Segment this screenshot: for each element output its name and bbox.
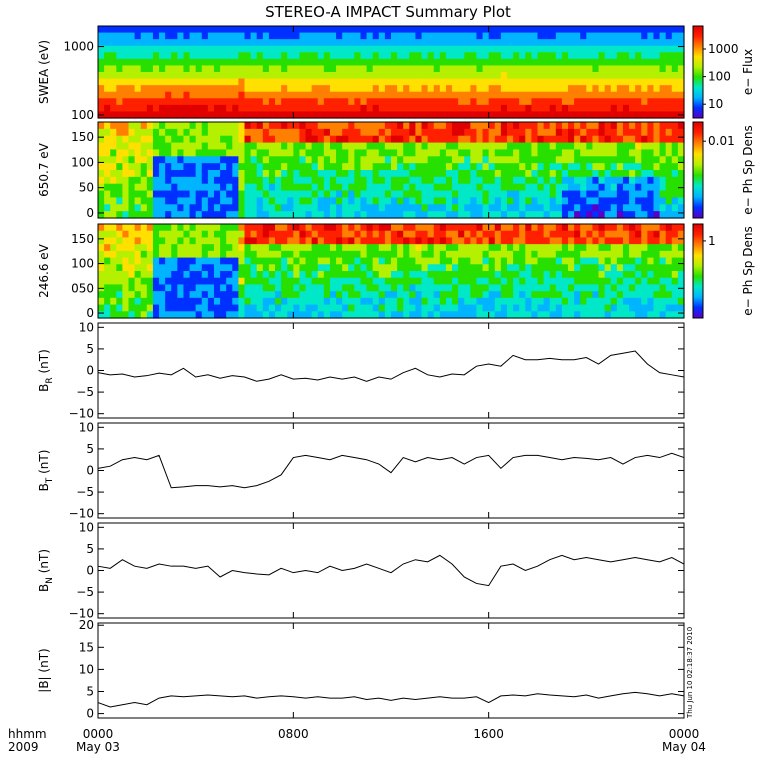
panel-2: 0.01 e− Ph Sp Dens 150 100 50 0 650.7 eV	[37, 121, 755, 220]
panel-3: 1 e− Ph Sp Dens 150 100 050 0 246.6 eV	[37, 223, 755, 320]
y-tick-label: 100	[71, 155, 94, 169]
panel-frame-7	[97, 622, 685, 719]
colorbar-2	[692, 121, 704, 219]
y-tick-label: −10	[69, 607, 94, 621]
y-axis-label-7: |B| (nT)	[37, 648, 51, 692]
y-tick-label: −10	[69, 507, 94, 521]
panel-frame-1	[97, 25, 685, 119]
panel-7: 20 15 10 5 0 |B| (nT)	[37, 618, 685, 721]
y-tick-label: 10	[79, 662, 94, 676]
y-tick-label: 100	[71, 108, 94, 122]
time-tick-label-1: 0800	[278, 727, 309, 741]
panel-6: 10 5 0 −5 −10 BN (nT)	[37, 520, 685, 621]
colorbar-label-1: e− Flux	[741, 49, 755, 95]
y-tick-label: 0	[86, 364, 94, 378]
y-axis-label-4: BR (nT)	[37, 349, 55, 392]
colorbar-tick-label: 1000	[708, 42, 739, 56]
y-tick-label: 10	[79, 520, 94, 534]
colorbar-tick-label: 1	[708, 234, 716, 248]
panel-frame-3	[97, 223, 685, 319]
panel-frame-6	[97, 522, 685, 619]
end-date-label: May 04	[662, 740, 706, 754]
y-tick-label: 5	[86, 442, 94, 456]
y-tick-label: 0	[86, 564, 94, 578]
time-tick-label-3: 0000	[669, 727, 700, 741]
y-tick-label: 5	[86, 542, 94, 556]
y-tick-label: 5	[86, 684, 94, 698]
y-axis-label-5: BT (nT)	[37, 450, 55, 492]
colorbar-3	[692, 223, 704, 319]
series-line-5	[97, 452, 685, 489]
panel-frame-5	[97, 422, 685, 519]
colorbar-1	[692, 25, 704, 119]
y-tick-label: 050	[71, 281, 94, 295]
y-tick-label: 1000	[63, 40, 94, 54]
y-tick-label: 0	[86, 306, 94, 320]
y-tick-label: −5	[76, 585, 94, 599]
y-tick-label: −5	[76, 485, 94, 499]
y-tick-label: 50	[79, 181, 94, 195]
panel-4: 10 5 0 −5 −10 BR (nT)	[37, 320, 685, 421]
colorbar-tick-label: 0.01	[708, 134, 735, 148]
y-tick-label: −10	[69, 407, 94, 421]
y-tick-label: 10	[79, 320, 94, 334]
series-line-6	[97, 554, 685, 587]
time-tick-label-0: 0000	[83, 727, 114, 741]
y-tick-label: 100	[71, 257, 94, 271]
y-tick-label: 0	[86, 206, 94, 220]
time-axis: hhmm 2009 0000 0800 1600 0000 May 03 May…	[8, 727, 706, 754]
y-tick-label: −5	[76, 385, 94, 399]
colorbar-label-3: e− Ph Sp Dens	[741, 226, 755, 315]
colorbar-tick-label: 10	[708, 97, 723, 111]
start-date-label: May 03	[76, 740, 120, 754]
y-tick-label: 0	[86, 464, 94, 478]
heatmap-2	[98, 122, 685, 219]
series-line-7	[97, 691, 685, 708]
plot-title: STEREO-A IMPACT Summary Plot	[265, 3, 511, 21]
y-tick-label: 150	[71, 130, 94, 144]
y-tick-label: 150	[71, 232, 94, 246]
y-axis-label-6: BN (nT)	[37, 549, 55, 592]
y-tick-label: 10	[79, 420, 94, 434]
y-tick-label: 5	[86, 342, 94, 356]
panel-frame-2	[97, 121, 685, 219]
year-label: 2009	[8, 740, 39, 754]
heatmap-1	[98, 26, 685, 119]
heatmap-3	[98, 224, 685, 319]
y-tick-label: 15	[79, 640, 94, 654]
time-tick-label-2: 1600	[473, 727, 504, 741]
y-tick-label: 20	[79, 618, 94, 632]
time-axis-unit-label: hhmm	[8, 727, 47, 741]
y-axis-label-1: SWEA (eV)	[37, 40, 51, 104]
panel-5: 10 5 0 −5 −10 BT (nT)	[37, 420, 685, 521]
series-line-4	[97, 350, 685, 382]
colorbar-label-2: e− Ph Sp Dens	[741, 125, 755, 214]
y-axis-label-2: 650.7 eV	[37, 142, 51, 197]
colorbar-tick-label: 100	[708, 70, 731, 84]
y-tick-label: 0	[86, 707, 94, 721]
creation-timestamp: Thu Jun 10 02:18:37 2010	[686, 627, 694, 719]
y-axis-label-3: 246.6 eV	[37, 243, 51, 298]
